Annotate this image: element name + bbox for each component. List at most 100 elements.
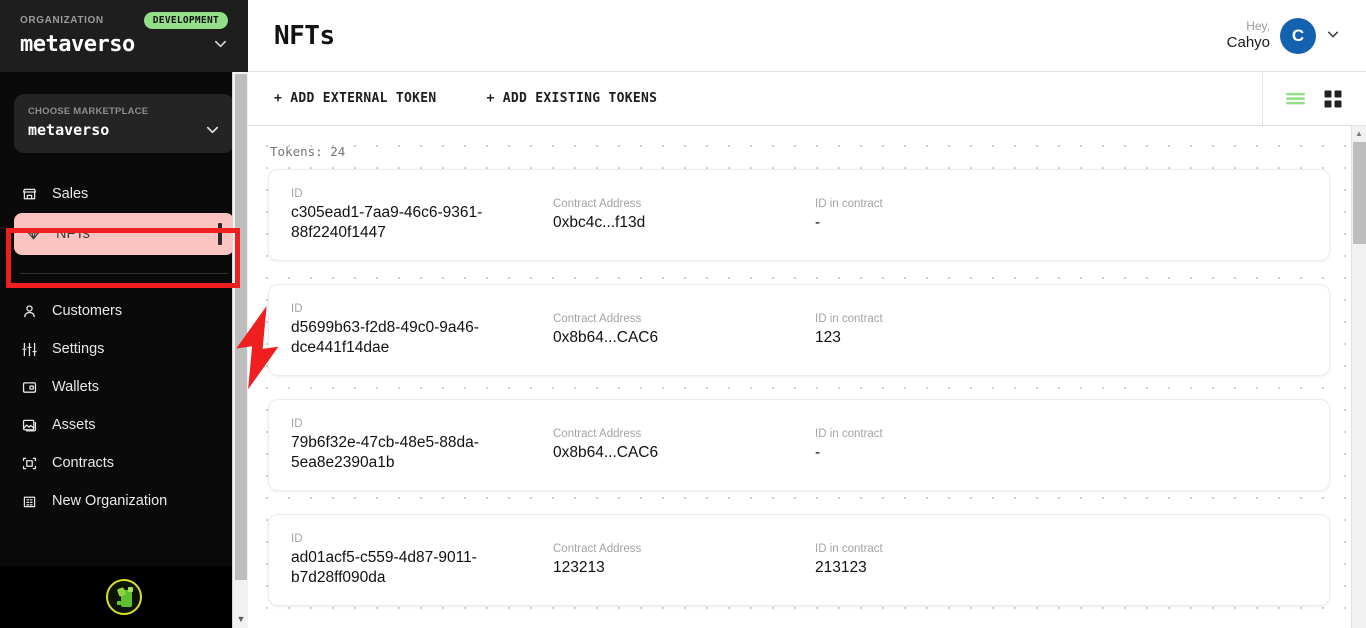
sidebar-item-wallets[interactable]: Wallets xyxy=(0,368,248,406)
sidebar-item-contracts[interactable]: Contracts xyxy=(0,444,248,482)
field-value-id-in-contract: 123 xyxy=(815,328,841,346)
sidebar-scrollbar[interactable]: ▼ xyxy=(232,72,249,628)
list-view-icon[interactable] xyxy=(1285,91,1306,106)
greeting-text: Hey, xyxy=(1246,18,1270,33)
view-mode-toggle xyxy=(1262,71,1366,126)
content-scrollbar[interactable]: ▲ xyxy=(1351,126,1366,628)
sidebar-item-customers[interactable]: Customers xyxy=(0,292,248,330)
user-menu[interactable]: Hey, Cahyo C xyxy=(1226,17,1340,54)
active-indicator-bar xyxy=(218,223,222,245)
sliders-icon xyxy=(20,340,38,358)
table-row[interactable]: ID ad01acf5-c559-4d87-9011-b7d28ff090da … xyxy=(268,514,1330,606)
field-value-id: ad01acf5-c559-4d87-9011-b7d28ff090da xyxy=(291,548,477,586)
chevron-down-icon[interactable] xyxy=(1326,27,1340,44)
user-icon xyxy=(20,302,38,320)
greeting-block: Hey, Cahyo xyxy=(1226,18,1270,51)
token-id-cell: ID c305ead1-7aa9-46c6-9361-88f2240f1447 xyxy=(291,188,553,243)
sidebar-item-label: Sales xyxy=(52,186,89,202)
brand-logo xyxy=(0,566,248,628)
sidebar-item-nfts[interactable]: NFTs xyxy=(14,213,234,255)
diamond-icon xyxy=(24,225,42,243)
marketplace-selector[interactable]: CHOOSE MARKETPLACE metaverso xyxy=(14,94,234,153)
action-toolbar: + ADD EXTERNAL TOKEN + ADD EXISTING TOKE… xyxy=(248,71,1366,126)
field-value-contract-address: 0x8b64...CAC6 xyxy=(553,443,659,461)
field-label-contract-address: Contract Address xyxy=(553,312,642,325)
field-value-id: 79b6f32e-47cb-48e5-88da-5ea8e2390a1b xyxy=(291,433,479,471)
field-value-id: c305ead1-7aa9-46c6-9361-88f2240f1447 xyxy=(291,203,483,241)
id-in-contract-cell: ID in contract 123 xyxy=(815,313,1015,348)
contract-address-cell: Contract Address 0x8b64...CAC6 xyxy=(553,313,815,348)
organization-name-row[interactable]: metaverso xyxy=(20,32,228,57)
field-label-id-in-contract: ID in contract xyxy=(815,197,883,210)
field-label-contract-address: Contract Address xyxy=(553,542,642,555)
user-name: Cahyo xyxy=(1226,33,1270,51)
sidebar-item-label: Settings xyxy=(52,341,105,357)
chevron-down-icon[interactable] xyxy=(205,122,220,139)
toolbar-actions: + ADD EXTERNAL TOKEN + ADD EXISTING TOKE… xyxy=(274,91,657,106)
contract-icon xyxy=(20,454,38,472)
sidebar-item-label: Assets xyxy=(52,417,96,433)
field-value-id-in-contract: 213123 xyxy=(815,558,867,576)
field-label-id: ID xyxy=(291,302,303,315)
tokens-content: Tokens: 24 ID c305ead1-7aa9-46c6-9361-88… xyxy=(248,126,1366,628)
field-value-id-in-contract: - xyxy=(815,213,821,231)
field-label-id-in-contract: ID in contract xyxy=(815,427,883,440)
sidebar-item-sales[interactable]: Sales xyxy=(0,175,248,213)
id-in-contract-cell: ID in contract - xyxy=(815,198,1015,233)
content-scrollbar-thumb[interactable] xyxy=(1353,142,1366,244)
triangle-up-icon[interactable]: ▲ xyxy=(1355,128,1363,138)
cactus-logo-icon xyxy=(106,579,142,615)
building-icon xyxy=(20,492,38,510)
add-existing-tokens-button[interactable]: + ADD EXISTING TOKENS xyxy=(486,91,658,106)
marketplace-name: metaverso xyxy=(28,121,110,139)
field-label-id: ID xyxy=(291,187,303,200)
environment-badge: DEVELOPMENT xyxy=(143,12,228,29)
field-value-id-in-contract: - xyxy=(815,443,821,461)
field-label-contract-address: Contract Address xyxy=(553,427,642,440)
store-icon xyxy=(20,185,38,203)
organization-name: metaverso xyxy=(20,32,135,57)
field-value-id: d5699b63-f2d8-49c0-9a46-dce441f14dae xyxy=(291,318,479,356)
table-row[interactable]: ID d5699b63-f2d8-49c0-9a46-dce441f14dae … xyxy=(268,284,1330,376)
tokens-count: Tokens: 24 xyxy=(270,144,346,159)
marketplace-label: CHOOSE MARKETPLACE xyxy=(28,106,149,117)
organization-label: ORGANIZATION xyxy=(20,15,104,26)
main-area: NFTs Hey, Cahyo C + ADD EXTERNAL TOKEN +… xyxy=(248,0,1366,628)
table-row[interactable]: ID c305ead1-7aa9-46c6-9361-88f2240f1447 … xyxy=(268,169,1330,261)
sidebar: ORGANIZATION DEVELOPMENT metaverso CHOOS… xyxy=(0,0,249,628)
wallet-icon xyxy=(20,378,38,396)
chevron-down-icon[interactable] xyxy=(213,36,228,53)
images-icon xyxy=(20,416,38,434)
field-label-id: ID xyxy=(291,532,303,545)
sidebar-item-label: NFTs xyxy=(56,226,90,242)
sidebar-scrollbar-thumb[interactable] xyxy=(235,74,247,580)
sidebar-divider xyxy=(20,273,228,274)
sidebar-item-label: Contracts xyxy=(52,455,115,471)
add-external-token-button[interactable]: + ADD EXTERNAL TOKEN xyxy=(274,91,437,106)
table-row[interactable]: ID 79b6f32e-47cb-48e5-88da-5ea8e2390a1b … xyxy=(268,399,1330,491)
sidebar-item-label: Wallets xyxy=(52,379,99,395)
id-in-contract-cell: ID in contract - xyxy=(815,428,1015,463)
token-id-cell: ID ad01acf5-c559-4d87-9011-b7d28ff090da xyxy=(291,533,553,588)
id-in-contract-cell: ID in contract 213123 xyxy=(815,543,1015,578)
sidebar-item-settings[interactable]: Settings xyxy=(0,330,248,368)
top-header: NFTs Hey, Cahyo C xyxy=(248,0,1366,72)
sidebar-item-label: Customers xyxy=(52,303,123,319)
field-label-contract-address: Contract Address xyxy=(553,197,642,210)
token-id-cell: ID 79b6f32e-47cb-48e5-88da-5ea8e2390a1b xyxy=(291,418,553,473)
organization-switcher[interactable]: ORGANIZATION DEVELOPMENT metaverso xyxy=(0,0,248,72)
contract-address-cell: Contract Address 0xbc4c...f13d xyxy=(553,198,815,233)
sidebar-item-new-organization[interactable]: New Organization xyxy=(0,482,248,520)
grid-view-icon[interactable] xyxy=(1324,90,1342,108)
sidebar-item-assets[interactable]: Assets xyxy=(0,406,248,444)
token-card-list: ID c305ead1-7aa9-46c6-9361-88f2240f1447 … xyxy=(248,169,1366,606)
field-label-id-in-contract: ID in contract xyxy=(815,542,883,555)
sidebar-nav: Sales NFTs Customers xyxy=(0,175,248,566)
sidebar-item-label: New Organization xyxy=(52,493,168,509)
avatar[interactable]: C xyxy=(1280,17,1316,54)
contract-address-cell: Contract Address 0x8b64...CAC6 xyxy=(553,428,815,463)
triangle-down-icon[interactable]: ▼ xyxy=(233,610,249,628)
marketplace-row[interactable]: metaverso xyxy=(28,121,220,139)
field-label-id: ID xyxy=(291,417,303,430)
